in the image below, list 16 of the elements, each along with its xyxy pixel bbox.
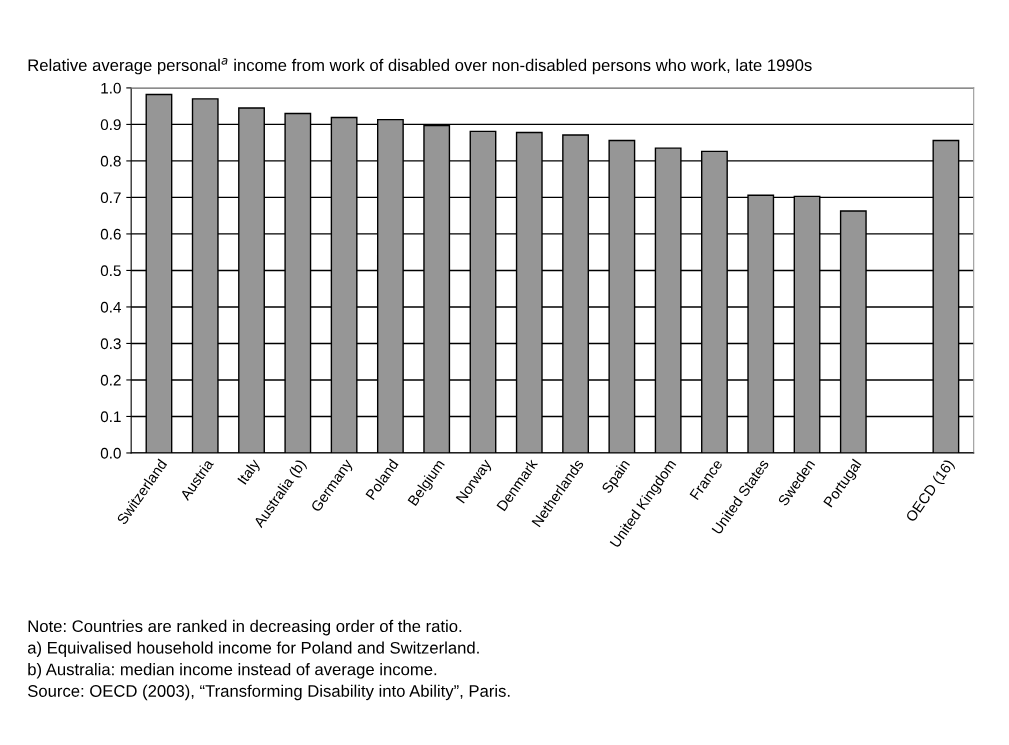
y-tick-label: 0.5 <box>100 265 121 277</box>
y-tick-label: 0.9 <box>100 119 121 131</box>
text: b) Australia: median income instead of average income. <box>28 663 437 679</box>
y-tick-label: 1.0 <box>101 82 121 94</box>
source-note: Source: OECD (2003), “Transforming Disability into Ability”, Paris. <box>28 684 510 701</box>
y-tick-label: 0.2 <box>100 374 121 386</box>
y-tick-label: 0.6 <box>100 228 121 240</box>
text: a) Equivalised household income for Poland and Switzerland. <box>27 641 479 657</box>
y-tick-label: 0.1 <box>100 411 121 423</box>
y-tick-label: 0.4 <box>100 301 121 313</box>
y-tick-label: 0.7 <box>100 192 121 204</box>
y-tick-label: 0.8 <box>100 155 121 167</box>
text: Note: Countries are ranked in decreasing order of the ratio. <box>28 619 462 636</box>
chart-title: Relative average personal$^{a}$ income from work of disabled over non-disabled persons who work, late 1990s <box>28 58 812 75</box>
y-tick-label: 0.0 <box>100 447 121 459</box>
y-tick-label: 0.3 <box>100 338 121 350</box>
